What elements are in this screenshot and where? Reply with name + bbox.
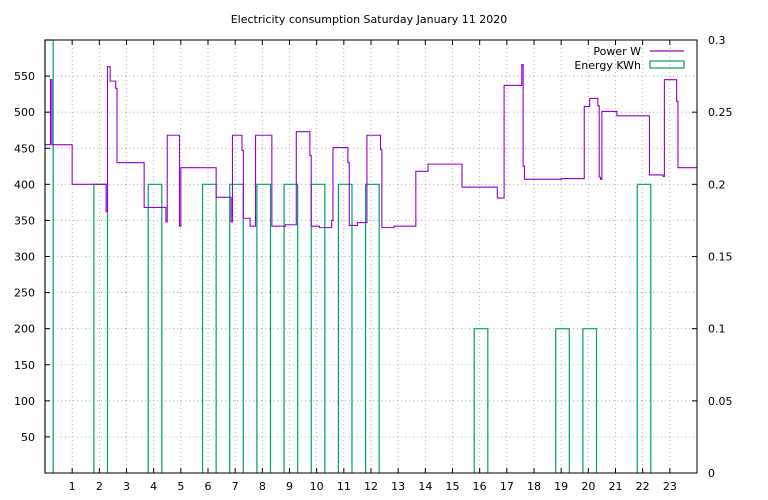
y-left-tick-label: 50 — [21, 431, 35, 444]
chart-title: Electricity consumption Saturday January… — [231, 13, 508, 26]
y-left-tick-label: 250 — [14, 287, 35, 300]
x-tick-label: 11 — [337, 480, 351, 493]
legend: Power W Energy KWh — [574, 45, 685, 72]
x-tick-label: 22 — [636, 480, 650, 493]
power-line — [45, 63, 697, 229]
x-tick-label: 5 — [177, 480, 184, 493]
y-right-tick-label: 0.25 — [708, 106, 733, 119]
energy-bar — [310, 183, 326, 473]
energy-bar — [555, 328, 570, 473]
x-tick-label: 8 — [259, 480, 266, 493]
legend-energy-swatch — [649, 60, 685, 69]
y-right-tick-label: 0 — [708, 467, 715, 480]
x-ticks: 1 2 3 4 5 6 7 8 9 10 11 12 13 14 15 16 17 18 19 20 21 22 23 — [69, 40, 677, 493]
energy-bar — [582, 328, 598, 473]
legend-power-label: Power W — [593, 45, 641, 58]
x-tick-label: 2 — [96, 480, 103, 493]
x-tick-label: 12 — [364, 480, 378, 493]
y-right-tick-label: 0.05 — [708, 395, 733, 408]
x-tick-label: 1 — [69, 480, 76, 493]
x-tick-label: 23 — [663, 480, 677, 493]
energy-bar — [256, 183, 272, 473]
y-right-tick-label: 0.3 — [708, 34, 726, 47]
y-left-tick-label: 300 — [14, 251, 35, 264]
energy-bar — [636, 183, 652, 473]
y-left-tick-label: 400 — [14, 178, 35, 191]
energy-bars — [44, 39, 652, 473]
energy-bar — [283, 183, 299, 473]
y-right-tick-label: 0.2 — [708, 178, 726, 191]
x-tick-label: 15 — [446, 480, 460, 493]
energy-bar — [147, 183, 163, 473]
y-left-tick-label: 200 — [14, 323, 35, 336]
x-tick-label: 4 — [150, 480, 157, 493]
y-left-tick-label: 550 — [14, 70, 35, 83]
grid — [45, 40, 697, 473]
y-right-tick-label: 0.1 — [708, 323, 726, 336]
x-tick-label: 14 — [418, 480, 432, 493]
x-tick-label: 7 — [232, 480, 239, 493]
y-left-tick-label: 500 — [14, 106, 35, 119]
energy-bar — [201, 183, 217, 473]
y-left-tick-label: 150 — [14, 359, 35, 372]
x-tick-label: 17 — [500, 480, 514, 493]
x-tick-label: 20 — [581, 480, 595, 493]
legend-energy-label: Energy KWh — [574, 59, 641, 72]
x-tick-label: 3 — [123, 480, 130, 493]
y-left-ticks: 50 100 150 200 250 300 350 400 450 500 550 — [14, 70, 50, 444]
x-tick-label: 18 — [527, 480, 541, 493]
x-tick-label: 21 — [609, 480, 623, 493]
x-tick-label: 13 — [391, 480, 405, 493]
x-tick-label: 16 — [473, 480, 487, 493]
y-left-tick-label: 100 — [14, 395, 35, 408]
energy-bar — [229, 183, 244, 473]
y-right-tick-label: 0.15 — [708, 251, 733, 264]
x-tick-label: 6 — [205, 480, 212, 493]
y-left-tick-label: 450 — [14, 142, 35, 155]
power-series-path — [45, 63, 697, 229]
energy-bar — [473, 328, 489, 473]
energy-bar — [364, 183, 380, 473]
x-tick-label: 9 — [286, 480, 293, 493]
energy-bar — [337, 183, 353, 473]
x-tick-label: 10 — [310, 480, 324, 493]
plot-border — [44, 39, 698, 474]
y-left-tick-label: 350 — [14, 214, 35, 227]
x-tick-label: 19 — [554, 480, 568, 493]
y-right-ticks: 0 0.05 0.1 0.15 0.2 0.25 0.3 — [692, 34, 733, 480]
